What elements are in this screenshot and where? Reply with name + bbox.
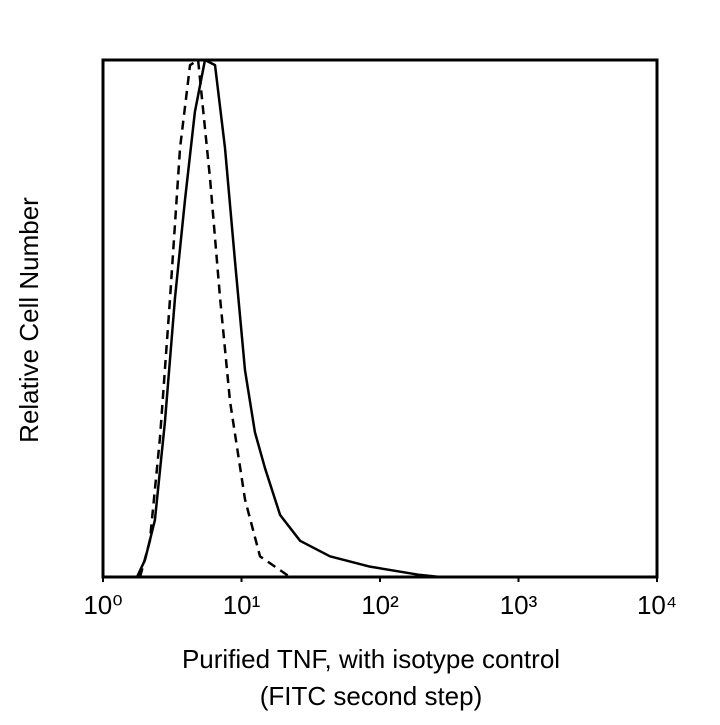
x-tick-label: 10³ — [500, 590, 538, 620]
x-tick-label: 10⁴ — [637, 590, 677, 620]
x-axis-label: (FITC second step) — [260, 681, 483, 711]
histogram-line — [138, 58, 291, 579]
x-axis-label: Purified TNF, with isotype control — [182, 644, 560, 674]
plot-frame — [101, 58, 659, 579]
x-tick-label: 10⁰ — [83, 590, 122, 620]
y-axis-label: Relative Cell Number — [14, 197, 44, 443]
x-tick-label: 10² — [361, 590, 399, 620]
x-tick-label: 10¹ — [223, 590, 261, 620]
histogram-line — [135, 58, 441, 579]
